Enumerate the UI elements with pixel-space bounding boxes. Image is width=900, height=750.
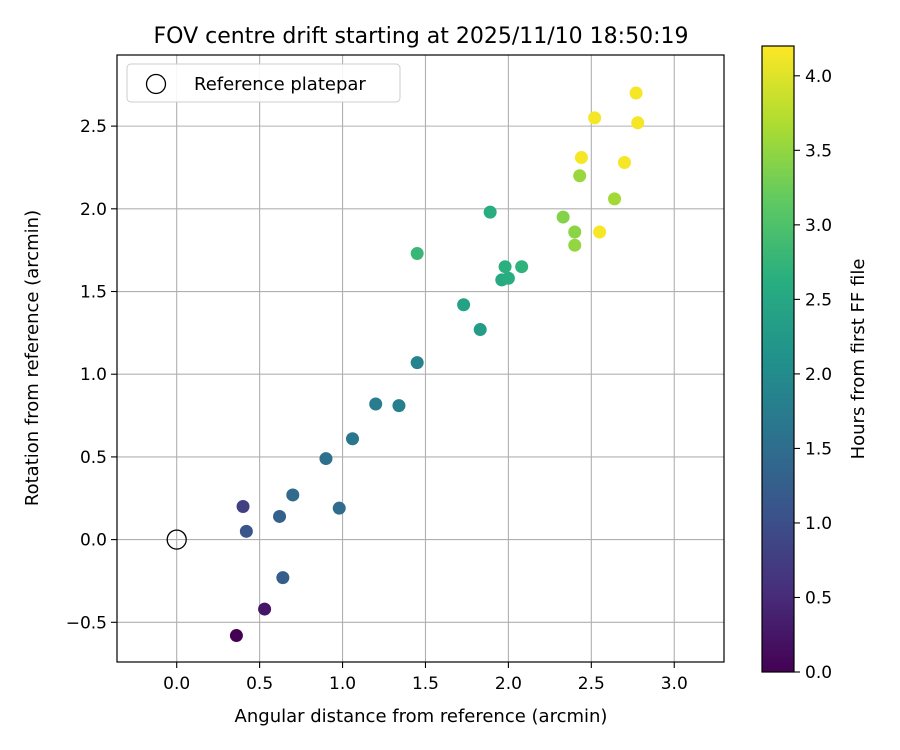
data-point bbox=[608, 192, 622, 206]
chart-title: FOV centre drift starting at 2025/11/10 … bbox=[154, 24, 689, 49]
x-tick-label: 0.5 bbox=[246, 674, 273, 694]
x-tick-label: 3.0 bbox=[661, 674, 688, 694]
plot-frame bbox=[116, 54, 725, 663]
colorbar-tick-label: 1.5 bbox=[805, 439, 832, 459]
data-point bbox=[319, 452, 333, 466]
data-point bbox=[410, 356, 424, 370]
colorbar-tick-label: 2.5 bbox=[805, 290, 832, 310]
data-point bbox=[568, 225, 582, 239]
data-point bbox=[410, 246, 424, 260]
colorbar-tick-label: 0.5 bbox=[805, 588, 832, 608]
colorbar-label: Hours from first FF file bbox=[848, 259, 869, 460]
data-point bbox=[515, 260, 529, 274]
y-tick-label: 0.0 bbox=[80, 531, 107, 551]
data-point bbox=[501, 271, 515, 285]
data-point bbox=[273, 509, 287, 523]
x-tick-label: 1.0 bbox=[329, 674, 356, 694]
colorbar-tick-label: 4.0 bbox=[805, 67, 832, 87]
legend-marker-icon bbox=[145, 73, 167, 95]
data-point bbox=[258, 602, 272, 616]
x-tick-label: 2.5 bbox=[578, 674, 605, 694]
data-point bbox=[239, 524, 253, 538]
data-point bbox=[457, 298, 471, 312]
y-tick-label: 1.5 bbox=[80, 283, 107, 303]
reference-point-marker bbox=[166, 529, 187, 550]
data-point bbox=[574, 151, 588, 165]
data-point bbox=[483, 205, 497, 219]
y-tick-label: −0.5 bbox=[66, 613, 107, 633]
data-points bbox=[166, 86, 645, 643]
y-axis-label: Rotation from reference (arcmin) bbox=[22, 210, 43, 506]
data-point bbox=[332, 501, 346, 515]
data-point bbox=[286, 488, 300, 502]
data-point bbox=[276, 571, 290, 585]
colorbar-ticks: 0.0 0.5 1.0 1.5 2.0 2.5 3.0 3.5 4.0 bbox=[794, 67, 832, 683]
y-tick-label: 0.5 bbox=[80, 448, 107, 468]
x-tick-label: 0.0 bbox=[163, 674, 190, 694]
data-point bbox=[392, 399, 406, 413]
colorbar-tick-label: 1.0 bbox=[805, 514, 832, 534]
y-tick-label: 2.5 bbox=[80, 117, 107, 137]
colorbar-tick-label: 3.5 bbox=[805, 141, 832, 161]
data-point bbox=[369, 397, 383, 411]
data-point bbox=[346, 432, 360, 446]
grid bbox=[117, 55, 724, 662]
data-point bbox=[568, 238, 582, 252]
data-point bbox=[498, 260, 512, 274]
colorbar bbox=[761, 45, 795, 673]
x-axis-ticks: 0.0 0.5 1.0 1.5 2.0 2.5 3.0 bbox=[163, 662, 688, 694]
y-tick-label: 2.0 bbox=[80, 200, 107, 220]
y-axis-ticks: −0.5 0.0 0.5 1.0 1.5 2.0 2.5 bbox=[66, 117, 117, 633]
x-tick-label: 2.0 bbox=[495, 674, 522, 694]
x-tick-label: 1.5 bbox=[412, 674, 439, 694]
y-tick-label: 1.0 bbox=[80, 365, 107, 385]
data-point bbox=[588, 111, 602, 125]
data-point bbox=[631, 116, 645, 130]
colorbar-tick-label: 0.0 bbox=[805, 663, 832, 683]
data-point bbox=[229, 629, 243, 643]
data-point bbox=[617, 156, 631, 170]
data-point bbox=[556, 210, 570, 224]
legend-label: Reference platepar bbox=[194, 74, 366, 95]
colorbar-tick-label: 3.0 bbox=[805, 216, 832, 236]
data-point bbox=[629, 86, 643, 100]
colorbar-tick-label: 2.0 bbox=[805, 365, 832, 385]
data-point bbox=[573, 169, 587, 183]
data-point bbox=[473, 323, 487, 337]
data-point bbox=[593, 225, 607, 239]
legend-box bbox=[126, 63, 401, 103]
data-point bbox=[236, 500, 250, 514]
x-axis-label: Angular distance from reference (arcmin) bbox=[235, 706, 608, 727]
legend: Reference platepar bbox=[126, 63, 401, 103]
